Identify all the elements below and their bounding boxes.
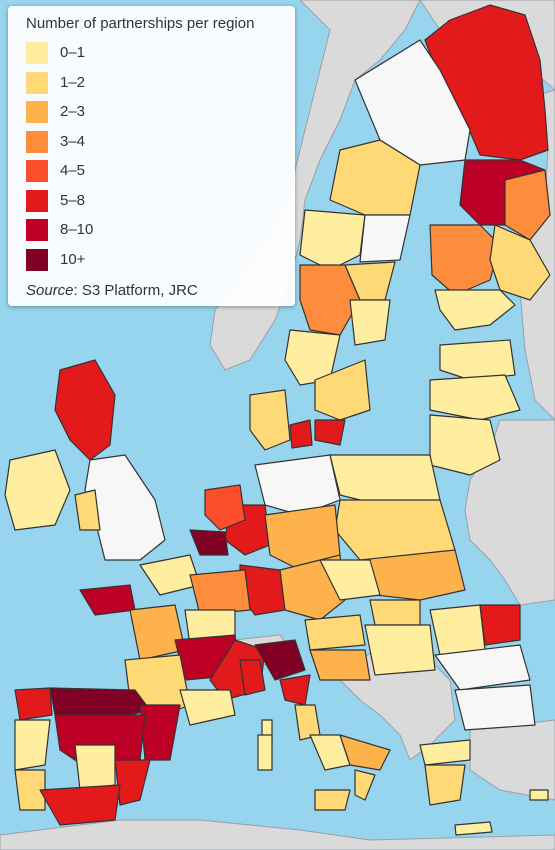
region-skane	[314, 419, 346, 446]
region-stockholm	[349, 299, 391, 346]
region-portugal-north	[14, 719, 51, 771]
region-sicily	[314, 789, 351, 811]
legend-label: 8–10	[60, 221, 94, 238]
region-andalusia	[39, 784, 121, 826]
region-scotland	[54, 359, 116, 461]
legend-swatch	[26, 42, 48, 64]
region-czechia	[319, 559, 381, 601]
legend-swatch	[26, 219, 48, 241]
legend-source-label: Source	[26, 282, 74, 299]
legend-swatch	[26, 71, 48, 94]
region-galicia	[14, 687, 53, 721]
region-ile-de-france	[189, 569, 251, 616]
legend-swatch	[26, 189, 48, 212]
legend-swatch	[26, 130, 48, 153]
region-puglia	[339, 734, 391, 771]
region-hungary	[364, 624, 436, 676]
region-slovakia	[369, 599, 421, 626]
legend-swatch	[26, 248, 48, 271]
legend-label: 0–1	[60, 44, 86, 61]
legend-label: 10+	[60, 250, 86, 268]
legend-source: Source: S3 Platform, JRC	[26, 282, 198, 299]
region-romania-west	[429, 604, 486, 656]
turkey	[469, 719, 555, 801]
legend-source-text: : S3 Platform, JRC	[73, 282, 198, 299]
region-ireland	[4, 449, 71, 531]
region-centre	[129, 604, 186, 661]
eu-regions	[4, 4, 551, 836]
region-wales	[74, 489, 101, 531]
region-jamtland	[299, 209, 366, 271]
region-madrid	[74, 744, 116, 791]
region-belgium	[189, 529, 229, 556]
legend-label: 3–4	[60, 132, 86, 150]
region-austria	[304, 614, 366, 651]
legend-label: 5–8	[60, 191, 86, 209]
region-romania-ne	[479, 604, 521, 646]
region-jutland	[249, 389, 291, 451]
region-lombardy	[254, 639, 306, 681]
region-calabria	[354, 769, 376, 801]
region-estonia	[439, 339, 516, 381]
region-greece-north	[419, 739, 471, 766]
region-crete	[454, 821, 493, 836]
legend: Number of partnerships per region 0–1 1–2…	[8, 6, 295, 306]
region-vasternorrland	[359, 214, 411, 263]
region-east-finland	[489, 224, 551, 301]
region-cyprus	[529, 789, 549, 801]
legend-label: 1–2	[60, 73, 86, 91]
legend-label: 2–3	[60, 103, 86, 120]
region-central-finland	[429, 224, 501, 296]
region-latvia	[429, 374, 521, 421]
region-sardinia	[257, 734, 273, 771]
legend-label: 4–5	[60, 162, 86, 179]
region-zealand	[289, 419, 313, 449]
region-portugal-south	[14, 769, 46, 811]
region-slovenia-croatia	[309, 649, 371, 681]
region-catalonia	[139, 704, 181, 761]
region-kainuu	[504, 169, 551, 241]
region-smaland	[314, 359, 371, 421]
region-occitanie	[179, 689, 236, 726]
region-south-finland	[434, 289, 516, 331]
region-bulgaria	[454, 684, 536, 731]
region-netherlands	[204, 484, 246, 531]
legend-swatch	[26, 160, 48, 182]
north-africa	[0, 819, 555, 850]
legend-swatch	[26, 101, 48, 123]
region-greece-south	[424, 764, 466, 806]
legend-title: Number of partnerships per region	[26, 15, 255, 32]
region-piedmont	[239, 659, 266, 696]
region-romania-south	[434, 644, 531, 691]
